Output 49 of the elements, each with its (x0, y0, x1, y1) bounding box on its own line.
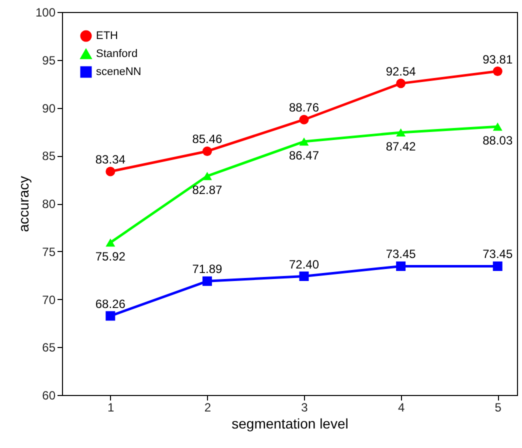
y-tick-label: 70 (42, 292, 56, 307)
x-tick-label: 1 (108, 400, 115, 414)
y-tick-label: 90 (42, 101, 56, 116)
point (492, 261, 502, 271)
x-tick-label: 5 (494, 400, 502, 414)
y-tick-label: 75 (42, 244, 56, 259)
point (106, 166, 116, 176)
x-tick-label: 3 (301, 400, 308, 414)
data-label: 73.45 (482, 247, 513, 262)
y-tick-label: 65 (42, 340, 56, 355)
data-label: 93.81 (482, 52, 513, 66)
point (202, 172, 212, 180)
y-axis-title: accuracy (15, 176, 32, 232)
y-tick-label: 60 (42, 388, 56, 402)
data-label: 72.40 (289, 257, 320, 272)
point (299, 114, 309, 124)
legend-label: ETH (96, 30, 118, 42)
data-label: 71.89 (192, 262, 223, 276)
y-tick-label: 95 (42, 53, 56, 68)
data-label: 75.92 (95, 250, 126, 264)
y-tick-label: 85 (42, 149, 56, 164)
data-label: 83.34 (95, 152, 126, 167)
data-label: 73.45 (386, 247, 416, 262)
x-axis-title: segmentation level (232, 416, 348, 432)
point (492, 66, 502, 76)
point (396, 78, 406, 88)
y-tick-label: 100 (35, 6, 56, 20)
point (396, 128, 406, 137)
data-label: 68.26 (95, 296, 126, 311)
data-label: 88.03 (482, 134, 513, 148)
x-tick-label: 4 (398, 400, 405, 414)
point (299, 272, 309, 282)
y-tick-label: 80 (42, 197, 56, 211)
point (299, 137, 309, 146)
data-label: 87.42 (386, 139, 416, 154)
data-label: 82.87 (192, 183, 223, 198)
legend-label: Stanford (96, 48, 138, 60)
point (202, 146, 212, 156)
legend-label: sceneNN (96, 66, 142, 78)
point (202, 276, 212, 286)
data-label: 86.47 (289, 148, 320, 163)
data-label: 92.54 (386, 64, 416, 78)
point (106, 311, 116, 321)
point (106, 238, 116, 247)
data-label: 85.46 (192, 132, 223, 146)
point (396, 261, 406, 271)
x-tick-label: 2 (204, 400, 212, 414)
point (492, 122, 502, 131)
data-label: 88.76 (289, 100, 320, 115)
